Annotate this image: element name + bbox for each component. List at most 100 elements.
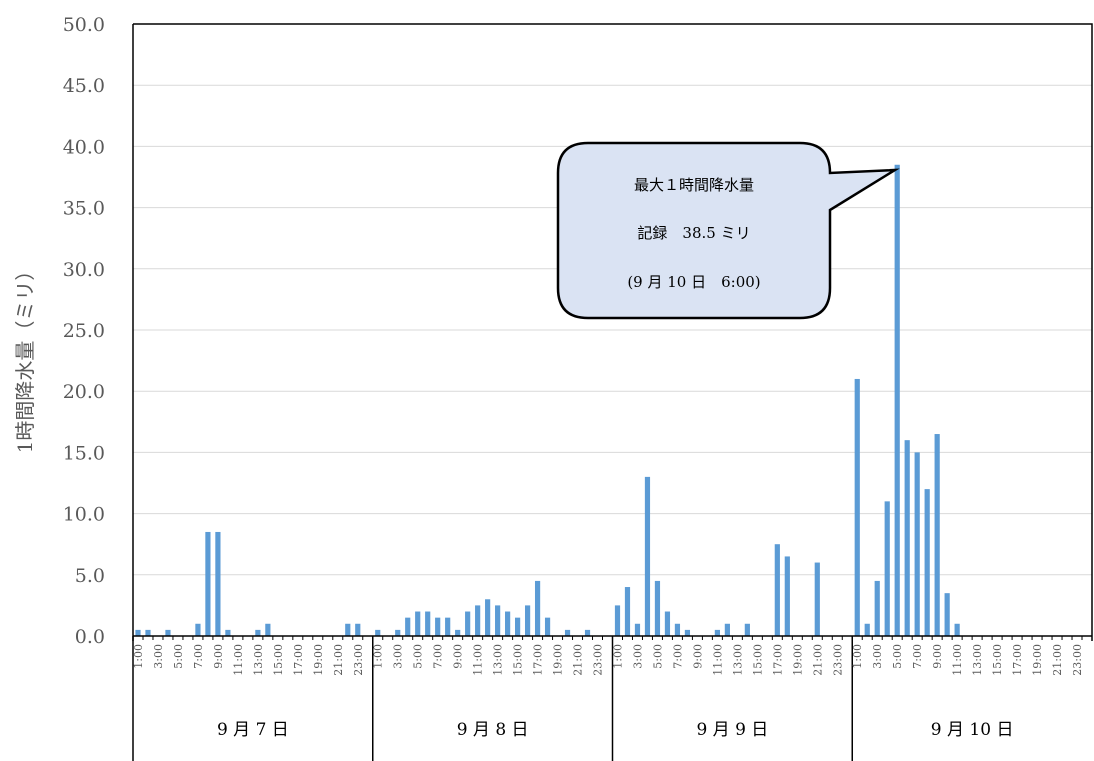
- y-axis-tick-labels: 0.0 5.0 10.0 15.0 20.0 25.0 30.0 35.0 40.0 45.0 50…: [63, 14, 105, 648]
- x-tick-label: 1:00: [611, 644, 624, 669]
- annotation-line-3: (9 月 10 日 6:00): [627, 273, 760, 291]
- x-tick-label: 7:00: [432, 644, 445, 669]
- bar: [654, 580, 661, 636]
- bar: [634, 623, 641, 636]
- x-tick-label: 23:00: [352, 644, 365, 676]
- bar: [684, 629, 691, 636]
- bar: [485, 599, 491, 636]
- bar: [415, 611, 421, 636]
- x-tick-label: 17:00: [771, 644, 784, 676]
- bar: [395, 629, 401, 636]
- bar: [534, 580, 541, 636]
- bar: [215, 531, 221, 636]
- bar: [564, 629, 571, 636]
- x-tick-label: 21:00: [1051, 644, 1064, 676]
- x-tick-label: 21:00: [572, 644, 585, 676]
- callout-bubble: [556, 141, 900, 320]
- x-tick-label: 21:00: [332, 644, 345, 676]
- x-tick-label: 15:00: [512, 644, 525, 676]
- x-tick-label: 19:00: [1031, 644, 1044, 676]
- x-tick-label: 7:00: [671, 644, 684, 669]
- y-tick-label: 25.0: [63, 320, 105, 342]
- x-tick-label: 13:00: [492, 644, 505, 676]
- x-tick-label: 3:00: [631, 644, 644, 669]
- bar: [814, 562, 820, 636]
- bar: [495, 605, 501, 636]
- x-tick-label: 9:00: [931, 644, 944, 669]
- bar: [345, 623, 351, 636]
- y-tick-label: 20.0: [63, 381, 105, 403]
- bar: [135, 629, 141, 636]
- x-tick-label: 11:00: [951, 644, 964, 676]
- day-label: 9 月 7 日: [217, 720, 289, 740]
- y-tick-label: 45.0: [63, 75, 105, 97]
- y-tick-label: 40.0: [63, 136, 105, 158]
- y-tick-label: 35.0: [63, 198, 105, 220]
- bar: [664, 611, 671, 636]
- bar: [195, 623, 201, 636]
- x-tick-label: 3:00: [392, 644, 405, 669]
- x-tick-label: 17:00: [292, 644, 305, 676]
- x-tick-label: 17:00: [1011, 644, 1024, 676]
- x-tick-label: 15:00: [751, 644, 764, 676]
- bar: [724, 623, 730, 636]
- y-tick-label: 50.0: [63, 14, 105, 36]
- x-tick-label: 7:00: [192, 644, 205, 669]
- bar: [544, 617, 551, 636]
- bar: [435, 617, 441, 636]
- y-axis-label: 1時間降水量（ミリ）: [13, 261, 37, 454]
- bar: [455, 629, 461, 636]
- x-tick-label: 3:00: [152, 644, 165, 669]
- bar: [874, 580, 880, 636]
- x-tick-label: 1:00: [372, 644, 385, 669]
- x-tick-label: 3:00: [871, 644, 884, 669]
- bar: [225, 629, 231, 636]
- bar: [744, 623, 750, 636]
- x-tick-label: 1:00: [851, 644, 864, 669]
- bar: [265, 623, 271, 636]
- y-tick-label: 0.0: [75, 626, 105, 648]
- bar: [375, 629, 381, 636]
- x-tick-label: 11:00: [711, 644, 724, 676]
- x-tick-label: 23:00: [831, 644, 844, 676]
- day-label: 9 月 9 日: [696, 720, 768, 740]
- x-tick-label: 11:00: [232, 644, 245, 676]
- max-annotation-callout: 最大１時間降水量 記録 38.5 ミリ (9 月 10 日 6:00): [556, 141, 900, 320]
- bar: [674, 623, 681, 636]
- day-label: 9 月 8 日: [457, 720, 529, 740]
- bar: [854, 378, 860, 636]
- bar: [205, 531, 211, 636]
- axes: [132, 23, 1093, 761]
- bar: [784, 556, 790, 636]
- bars: [135, 164, 960, 636]
- y-tick-label: 5.0: [75, 565, 105, 587]
- bar: [644, 476, 651, 636]
- x-tick-label: 9:00: [452, 644, 465, 669]
- x-tick-label: 5:00: [412, 644, 425, 669]
- x-tick-label: 17:00: [532, 644, 545, 676]
- bar: [714, 629, 720, 636]
- bar: [465, 611, 471, 636]
- x-tick-label: 21:00: [811, 644, 824, 676]
- x-tick-label: 5:00: [172, 644, 185, 669]
- annotation-line-2: 記録 38.5 ミリ: [637, 224, 750, 242]
- bar: [944, 593, 950, 636]
- bar: [524, 605, 531, 636]
- bar: [145, 629, 151, 636]
- bar: [924, 489, 930, 636]
- day-labels: 9 月 7 日 9 月 8 日 9 月 9 日 9 月 10 日: [217, 720, 1014, 740]
- x-tick-label: 15:00: [272, 644, 285, 676]
- bar: [894, 164, 900, 636]
- x-axis-tick-labels: 1:00 3:00 5:00 7:00 9:00 11:00 13:00 15:00 17:00…: [132, 644, 1084, 676]
- x-tick-label: 5:00: [891, 644, 904, 669]
- bar: [475, 605, 481, 636]
- y-tick-label: 15.0: [63, 442, 105, 464]
- y-tick-label: 10.0: [63, 504, 105, 526]
- bar: [904, 440, 910, 636]
- bar: [165, 629, 171, 636]
- x-tick-label: 15:00: [991, 644, 1004, 676]
- annotation-line-1: 最大１時間降水量: [634, 176, 754, 194]
- x-tick-label: 1:00: [132, 644, 145, 669]
- bar: [774, 544, 780, 636]
